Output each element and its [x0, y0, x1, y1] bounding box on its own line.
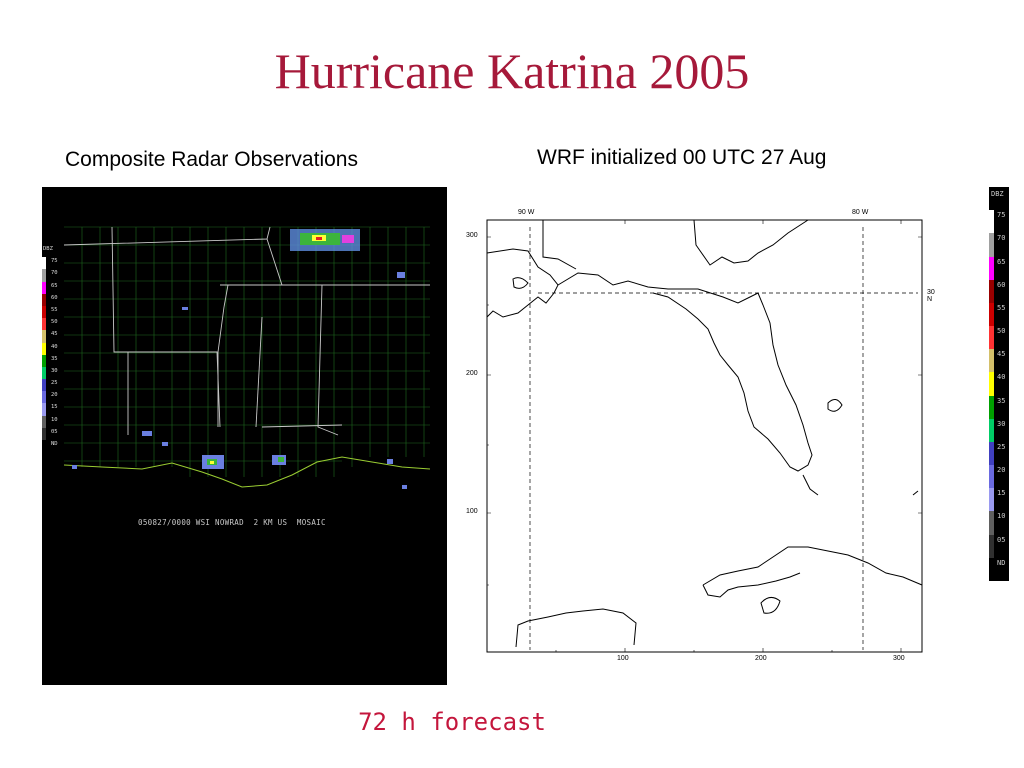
colorbar-item: 45 — [989, 349, 1009, 373]
y-tick-300: 300 — [466, 232, 478, 239]
y-tick-200: 200 — [466, 370, 478, 377]
colorbar-title: DBZ — [991, 190, 1004, 198]
radar-timestamp: 050827/0000 WSI NOWRAD 2 KM US MOSAIC — [138, 518, 326, 527]
graticule — [529, 227, 918, 650]
radar-echoes — [72, 229, 407, 489]
dbz-legend-item: 50 — [42, 318, 58, 331]
dbz-legend-item: 30 — [42, 366, 58, 380]
colorbar-item: 75 — [989, 210, 1009, 234]
colorbar-item: 70 — [989, 233, 1009, 257]
dbz-legend-item: 15 — [42, 403, 58, 416]
y-tick-100: 100 — [466, 508, 478, 515]
lon-label-90w: 90 W — [518, 209, 535, 216]
colorbar-item: 35 — [989, 395, 1009, 419]
colorbar-item: 25 — [989, 441, 1009, 466]
lon-label-80w: 80 W — [852, 209, 869, 216]
dbz-legend-item: 65 — [42, 281, 58, 294]
radar-caption: Composite Radar Observations — [65, 148, 358, 171]
state-lines — [63, 226, 430, 436]
dbz-legend-title: DBZ — [43, 246, 53, 252]
radar-map — [63, 226, 431, 489]
radar-image: DBZ 75 70 65 60 55 50 45 40 35 30 25 20 15 10 05 ND 0508… — [42, 187, 447, 685]
colorbar-item: 30 — [989, 418, 1009, 442]
dbz-legend-item: 05 — [42, 427, 58, 440]
wrf-dbz-colorbar: DBZ 75 70 65 60 55 50 45 40 35 30 25 20 15 10 05 ND — [989, 187, 1009, 581]
dbz-legend-item: 60 — [42, 293, 58, 306]
dbz-legend-item: 35 — [42, 354, 58, 367]
colorbar-item: 05 — [989, 534, 1009, 558]
colorbar-item: 10 — [989, 511, 1009, 535]
colorbar-item: 60 — [989, 279, 1009, 303]
axis-ticks — [487, 220, 922, 652]
dbz-legend-item: 10 — [42, 415, 58, 428]
radar-dbz-legend: DBZ 75 70 65 60 55 50 45 40 35 30 25 20 15 10 05 ND — [42, 245, 58, 453]
x-tick-300: 300 — [893, 655, 905, 662]
dbz-legend-item: ND — [42, 440, 58, 453]
colorbar-item: 15 — [989, 488, 1009, 512]
colorbar-item: 50 — [989, 326, 1009, 350]
dbz-legend-item: 40 — [42, 342, 58, 355]
dbz-legend-item: 45 — [42, 330, 58, 343]
dbz-legend-item: 20 — [42, 391, 58, 404]
lat-label-30n: 30 N — [927, 289, 935, 303]
colorbar-item: 40 — [989, 372, 1009, 396]
wrf-map: 90 W 80 W 30 N 300 200 100 100 200 300 — [458, 205, 935, 665]
colorbar-item: 20 — [989, 465, 1009, 489]
dbz-legend-item: 75 — [42, 257, 58, 270]
colorbar-item: 55 — [989, 302, 1009, 327]
colorbar-item: 65 — [989, 256, 1009, 280]
slide-title: Hurricane Katrina 2005 — [274, 43, 750, 99]
x-tick-200: 200 — [755, 655, 767, 662]
colorbar-item: ND — [989, 557, 1009, 581]
wrf-coastline — [486, 219, 923, 648]
wrf-plot — [486, 219, 923, 653]
x-tick-100: 100 — [617, 655, 629, 662]
dbz-legend-item: 25 — [42, 379, 58, 392]
dbz-legend-item: 70 — [42, 269, 58, 282]
coastline — [63, 456, 431, 488]
dbz-legend-item: 55 — [42, 305, 58, 319]
wrf-caption: WRF initialized 00 UTC 27 Aug — [537, 146, 827, 169]
forecast-label: 72 h forecast — [358, 708, 546, 736]
